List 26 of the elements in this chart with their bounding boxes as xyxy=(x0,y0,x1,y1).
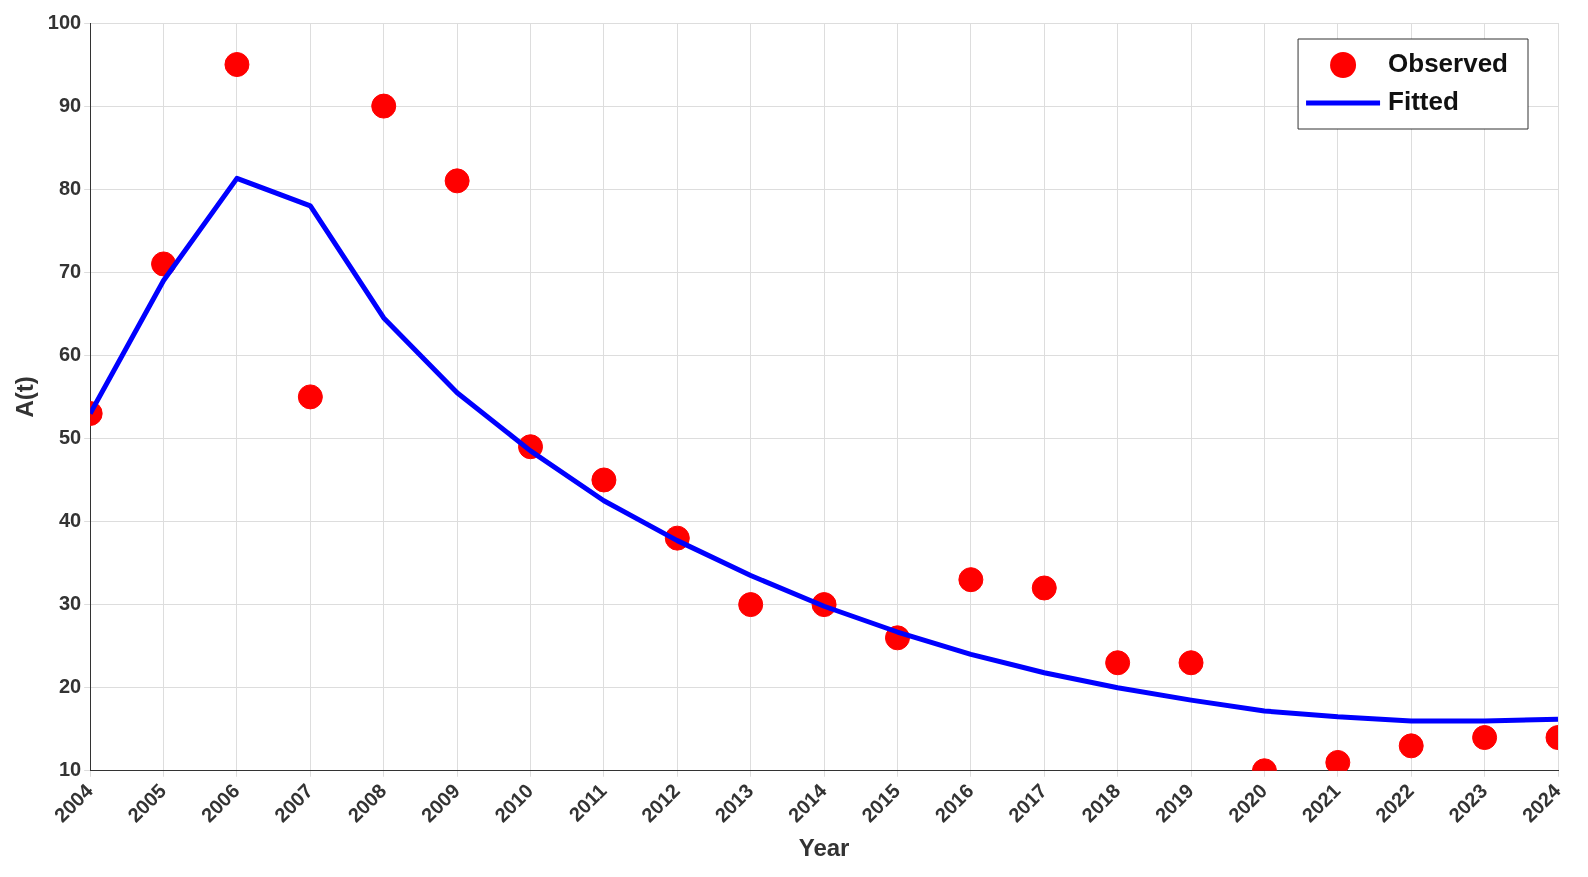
point xyxy=(1398,733,1424,759)
y-tick-label: 80 xyxy=(58,176,82,199)
y-tick-label: 10 xyxy=(58,758,82,781)
y-tick-label: 20 xyxy=(58,675,82,698)
point xyxy=(444,168,470,194)
point xyxy=(297,384,323,410)
point xyxy=(591,467,617,493)
point xyxy=(1178,650,1204,676)
y-tick-label: 90 xyxy=(58,93,82,116)
y-tick-label: 40 xyxy=(58,509,82,532)
point xyxy=(1031,575,1057,601)
y-tick-label: 30 xyxy=(58,592,82,615)
y-tick-label: 100 xyxy=(47,10,82,33)
legend-label: Fitted xyxy=(1388,86,1459,117)
point xyxy=(958,567,984,593)
legend-label: Observed xyxy=(1388,48,1509,79)
x-axis-title: Year xyxy=(798,834,850,862)
y-tick-label: 60 xyxy=(58,342,82,365)
y-tick-label: 50 xyxy=(58,425,82,448)
point xyxy=(371,93,397,119)
point xyxy=(1105,650,1131,676)
y-tick-label: 70 xyxy=(58,259,82,282)
point xyxy=(1472,725,1498,751)
point xyxy=(738,592,764,618)
y-axis-title: A(t) xyxy=(11,376,39,418)
point xyxy=(224,52,250,78)
